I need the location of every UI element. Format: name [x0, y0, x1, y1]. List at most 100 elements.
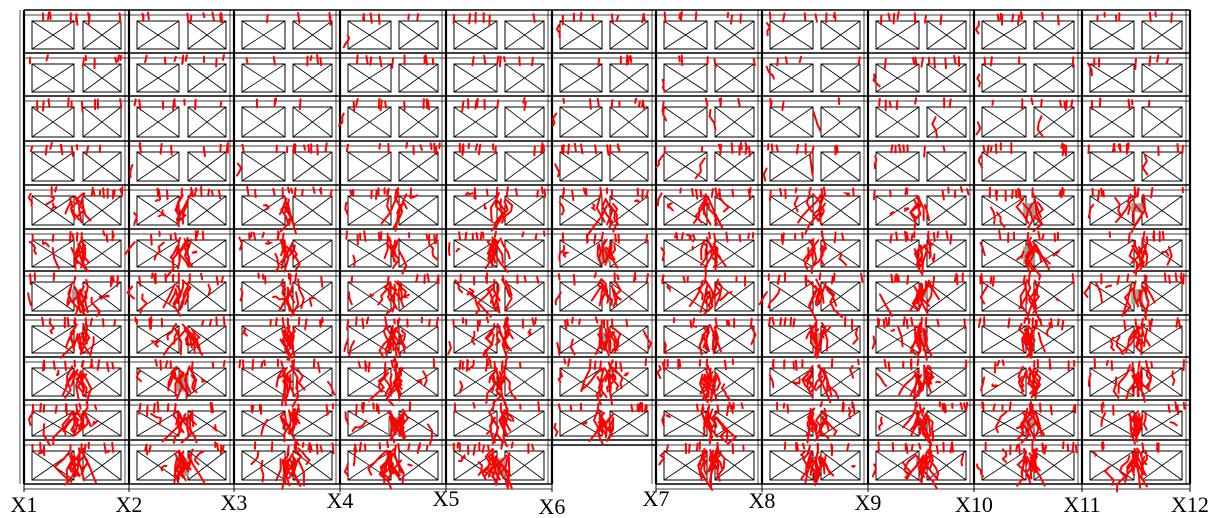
panel-diagonal	[136, 410, 180, 437]
crack-mark	[377, 404, 380, 415]
crack-mark	[1131, 374, 1139, 398]
crack-mark	[352, 101, 356, 113]
infill-panel	[82, 151, 122, 182]
panel-diagonal	[820, 410, 861, 437]
crack-mark	[941, 189, 945, 201]
crack-mark	[558, 201, 565, 216]
crack-mark	[261, 231, 265, 239]
crack-mark	[390, 359, 394, 369]
crack-mark	[236, 162, 243, 177]
crack-mark	[1095, 281, 1103, 304]
crack-mark	[1114, 195, 1137, 224]
panel-diagonal	[820, 20, 861, 50]
panel-diagonal	[981, 63, 1027, 93]
infill-panel	[1033, 63, 1075, 93]
panel-diagonal	[714, 106, 755, 138]
crack-mark	[283, 205, 294, 223]
crack-mark	[48, 322, 55, 335]
panel-diagonal	[453, 325, 498, 354]
crack-mark	[614, 233, 617, 243]
crack-mark	[297, 278, 305, 310]
crack-mark	[47, 98, 51, 107]
crack-mark	[830, 275, 834, 285]
infill-panel	[769, 367, 814, 397]
crack-mark	[105, 449, 111, 454]
crack-mark	[207, 188, 211, 196]
panel-diagonal	[769, 325, 814, 354]
crack-mark	[694, 11, 698, 21]
crack-mark	[85, 145, 90, 155]
crack-mark	[250, 405, 254, 414]
crack-mark	[187, 330, 196, 354]
infill-panel	[504, 239, 545, 268]
crack-mark	[642, 330, 652, 351]
infill-panel	[292, 63, 333, 93]
panel-diagonal	[31, 151, 75, 182]
crack-mark	[139, 293, 149, 314]
crack-mark	[698, 331, 706, 350]
infill-panel	[1089, 239, 1135, 268]
panel-diagonal	[347, 106, 392, 138]
panel-diagonal	[926, 151, 967, 182]
crack-mark	[662, 361, 666, 372]
crack-mark	[424, 54, 429, 66]
crack-mark	[688, 443, 691, 454]
panel-diagonal	[82, 410, 122, 437]
crack-mark	[484, 323, 496, 344]
crack-mark	[285, 206, 290, 210]
crack-mark	[758, 291, 768, 306]
panel-diagonal	[875, 106, 920, 138]
panel-diagonal	[769, 410, 814, 437]
crack-mark	[250, 451, 260, 465]
infill-panel	[559, 63, 603, 93]
infill-panel	[663, 195, 708, 226]
crack-mark	[996, 360, 1000, 367]
crack-mark	[472, 401, 476, 409]
crack-mark	[1102, 441, 1105, 450]
infill-panel	[820, 410, 861, 437]
crack-mark	[481, 444, 485, 454]
crack-mark	[166, 189, 169, 201]
crack-mark	[596, 97, 600, 108]
crack-mark	[610, 318, 614, 330]
crack-mark	[505, 280, 513, 297]
crack-mark	[219, 100, 223, 108]
crack-mark	[1136, 187, 1140, 198]
crack-mark	[1171, 370, 1176, 386]
crack-mark	[841, 232, 845, 242]
crack-mark	[895, 273, 899, 283]
crack-mark	[184, 54, 188, 62]
crack-mark	[319, 444, 323, 453]
crack-mark	[488, 359, 492, 368]
crack-mark	[562, 97, 566, 104]
crack-mark	[797, 193, 822, 224]
infill-panel	[398, 151, 439, 182]
crack-mark	[1148, 55, 1152, 67]
panel-diagonal	[714, 367, 755, 397]
crack-mark	[183, 238, 193, 267]
infill-panel	[769, 63, 814, 93]
crack-mark	[702, 288, 713, 316]
crack-mark	[372, 402, 375, 410]
crack-mark	[220, 12, 224, 23]
panel-diagonal	[609, 239, 649, 268]
infill-panel	[1141, 63, 1183, 93]
crack-mark	[927, 279, 940, 301]
crack-mark	[889, 233, 893, 244]
crack-mark	[993, 361, 997, 374]
crack-mark	[254, 188, 257, 199]
crack-mark	[28, 240, 37, 255]
crack-mark	[542, 230, 546, 237]
crack-mark	[1150, 318, 1154, 327]
panel-diagonal	[347, 20, 392, 50]
crack-mark	[989, 275, 993, 285]
crack-mark	[307, 144, 310, 153]
crack-mark	[819, 401, 823, 408]
crack-mark	[490, 457, 497, 485]
crack-mark	[69, 195, 81, 221]
crack-mark	[183, 365, 192, 395]
infill-panel	[241, 106, 286, 138]
crack-mark	[994, 410, 1008, 434]
crack-mark	[477, 461, 483, 476]
crack-mark	[728, 401, 732, 410]
